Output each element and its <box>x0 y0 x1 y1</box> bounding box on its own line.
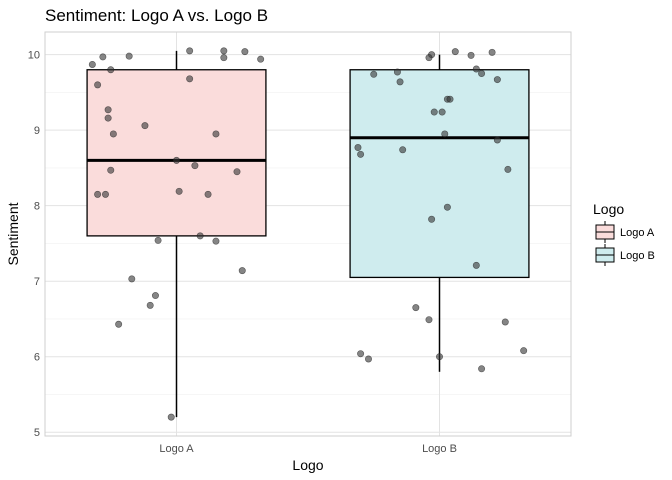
y-tick-label: 8 <box>34 201 40 213</box>
data-point <box>186 75 194 83</box>
data-point <box>141 122 149 130</box>
data-point <box>196 232 204 240</box>
data-point <box>88 60 96 68</box>
data-point <box>399 146 407 154</box>
data-point <box>175 187 183 195</box>
legend-title: Logo <box>593 201 624 217</box>
data-point <box>393 68 401 76</box>
data-point <box>204 190 212 198</box>
data-point <box>94 190 102 198</box>
data-point <box>212 130 220 138</box>
data-point <box>370 70 378 78</box>
legend-label: Logo B <box>620 250 655 262</box>
data-point <box>443 203 451 211</box>
box-body <box>86 69 267 237</box>
data-point <box>472 65 480 73</box>
data-point <box>146 301 154 309</box>
data-point <box>435 353 443 361</box>
data-point <box>412 304 420 312</box>
data-point <box>107 166 115 174</box>
data-point <box>220 47 228 55</box>
y-tick-label: 10 <box>28 50 40 62</box>
legend-key-logo-b <box>595 244 615 266</box>
y-tick-label: 6 <box>34 352 40 364</box>
data-point <box>101 190 109 198</box>
data-point <box>94 81 102 89</box>
data-point <box>357 150 365 158</box>
data-point <box>191 162 199 170</box>
legend-label: Logo A <box>620 227 655 239</box>
data-point <box>438 108 446 116</box>
data-point <box>220 54 228 62</box>
data-point <box>115 320 123 328</box>
x-axis-title: Logo <box>292 457 323 473</box>
data-point <box>493 136 501 144</box>
data-point <box>357 350 365 358</box>
data-point <box>451 48 459 56</box>
data-point <box>520 347 528 355</box>
data-point <box>241 48 249 56</box>
data-point <box>257 55 265 63</box>
legend: Logo Logo A Logo B <box>593 201 655 266</box>
data-point <box>238 267 246 275</box>
data-point <box>430 108 438 116</box>
y-tick-label: 9 <box>34 125 40 137</box>
data-point <box>128 275 136 283</box>
data-point <box>441 130 449 138</box>
data-point <box>478 70 486 78</box>
legend-key-logo-a <box>595 221 615 243</box>
data-point <box>151 292 159 300</box>
data-point <box>472 261 480 269</box>
chart-title: Sentiment: Logo A vs. Logo B <box>45 6 268 25</box>
data-point <box>446 95 454 103</box>
data-point <box>154 236 162 244</box>
data-point <box>493 76 501 84</box>
plot-area: 5 6 7 8 9 10 Logo A Logo B <box>28 31 572 455</box>
data-point <box>212 237 220 245</box>
box-body <box>349 69 530 279</box>
data-point <box>364 355 372 363</box>
data-point <box>425 316 433 324</box>
data-point <box>425 54 433 62</box>
data-point <box>173 156 181 164</box>
data-point <box>186 47 194 55</box>
data-point <box>99 53 107 61</box>
y-tick-label: 7 <box>34 276 40 288</box>
data-point <box>354 144 362 152</box>
y-axis-title: Sentiment <box>5 202 21 265</box>
data-point <box>504 165 512 173</box>
panel-border <box>44 31 572 437</box>
data-point <box>167 413 175 421</box>
data-point <box>125 52 133 60</box>
data-point <box>107 66 115 74</box>
data-point <box>501 318 509 326</box>
data-point <box>104 106 112 114</box>
data-point <box>109 130 117 138</box>
data-point <box>396 78 404 86</box>
data-point <box>478 365 486 373</box>
x-tick-label: Logo A <box>159 443 194 455</box>
data-point <box>233 168 241 176</box>
data-point <box>488 48 496 56</box>
data-point <box>428 215 436 223</box>
data-point <box>467 51 475 59</box>
x-tick-label: Logo B <box>422 443 457 455</box>
y-tick-label: 5 <box>34 427 40 439</box>
data-point <box>104 114 112 122</box>
